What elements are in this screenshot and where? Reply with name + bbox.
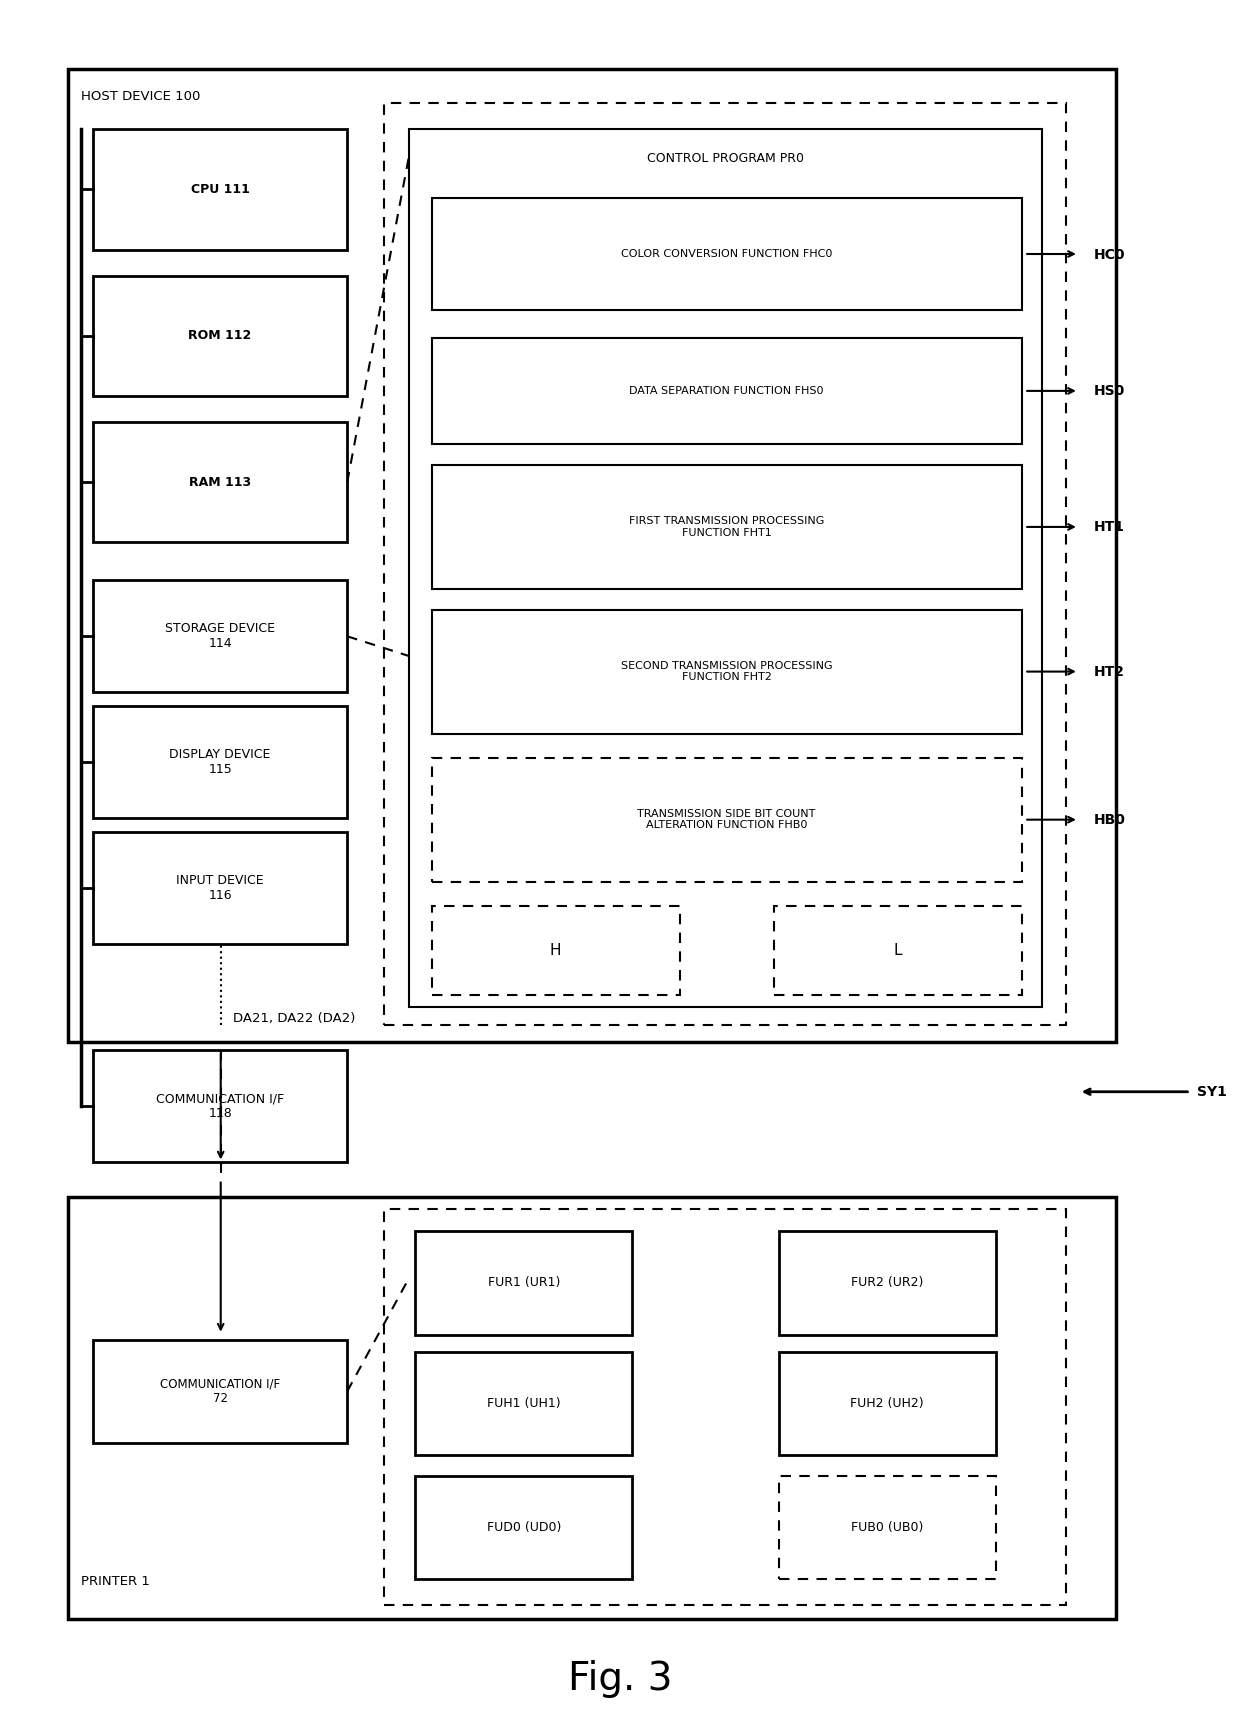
Text: HC0: HC0: [1094, 248, 1125, 262]
Text: CPU 111: CPU 111: [191, 183, 249, 196]
Text: FUR2 (UR2): FUR2 (UR2): [851, 1276, 924, 1290]
Text: CONTROL PROGRAM PR0: CONTROL PROGRAM PR0: [647, 152, 804, 165]
Text: DATA SEPARATION FUNCTION FHS0: DATA SEPARATION FUNCTION FHS0: [630, 386, 823, 396]
Text: DISPLAY DEVICE
115: DISPLAY DEVICE 115: [170, 747, 270, 777]
Bar: [93, 422, 347, 542]
Bar: [415, 1231, 632, 1335]
Text: DA21, DA22 (DA2): DA21, DA22 (DA2): [233, 1011, 356, 1025]
Text: FIRST TRANSMISSION PROCESSING
FUNCTION FHT1: FIRST TRANSMISSION PROCESSING FUNCTION F…: [629, 517, 825, 537]
Text: INPUT DEVICE
116: INPUT DEVICE 116: [176, 873, 264, 902]
Bar: [409, 129, 1042, 1007]
Bar: [384, 103, 1066, 1025]
Bar: [384, 1209, 1066, 1605]
Bar: [415, 1476, 632, 1579]
Bar: [93, 1050, 347, 1162]
Bar: [415, 1352, 632, 1455]
Bar: [779, 1476, 996, 1579]
Text: SECOND TRANSMISSION PROCESSING
FUNCTION FHT2: SECOND TRANSMISSION PROCESSING FUNCTION …: [621, 661, 832, 682]
Bar: [779, 1352, 996, 1455]
Text: ROM 112: ROM 112: [188, 329, 252, 343]
Bar: [432, 198, 1022, 310]
Text: COLOR CONVERSION FUNCTION FHC0: COLOR CONVERSION FUNCTION FHC0: [621, 250, 832, 258]
Text: SY1: SY1: [1197, 1085, 1226, 1099]
Bar: [68, 69, 1116, 1042]
Text: HT2: HT2: [1094, 665, 1125, 678]
Text: COMMUNICATION I/F
72: COMMUNICATION I/F 72: [160, 1378, 280, 1405]
Bar: [93, 1340, 347, 1443]
Bar: [93, 706, 347, 818]
Bar: [93, 580, 347, 692]
Text: FUH2 (UH2): FUH2 (UH2): [851, 1397, 924, 1410]
Text: Fig. 3: Fig. 3: [568, 1660, 672, 1698]
Text: FUB0 (UB0): FUB0 (UB0): [851, 1521, 924, 1534]
Bar: [774, 906, 1022, 995]
Bar: [93, 129, 347, 250]
Text: HB0: HB0: [1094, 813, 1126, 827]
Bar: [93, 276, 347, 396]
Bar: [779, 1231, 996, 1335]
Bar: [432, 758, 1022, 882]
Bar: [432, 610, 1022, 734]
Text: HT1: HT1: [1094, 520, 1125, 534]
Text: COMMUNICATION I/F
118: COMMUNICATION I/F 118: [156, 1092, 284, 1121]
Text: STORAGE DEVICE
114: STORAGE DEVICE 114: [165, 622, 275, 651]
Text: FUD0 (UD0): FUD0 (UD0): [487, 1521, 560, 1534]
Bar: [432, 906, 680, 995]
Text: L: L: [894, 944, 901, 957]
Bar: [432, 338, 1022, 444]
Text: FUH1 (UH1): FUH1 (UH1): [487, 1397, 560, 1410]
Bar: [68, 1197, 1116, 1619]
Bar: [432, 465, 1022, 589]
Bar: [93, 832, 347, 944]
Text: PRINTER 1: PRINTER 1: [81, 1574, 150, 1588]
Text: HOST DEVICE 100: HOST DEVICE 100: [81, 90, 200, 103]
Text: RAM 113: RAM 113: [188, 475, 252, 489]
Text: HS0: HS0: [1094, 384, 1125, 398]
Text: H: H: [549, 944, 562, 957]
Text: TRANSMISSION SIDE BIT COUNT
ALTERATION FUNCTION FHB0: TRANSMISSION SIDE BIT COUNT ALTERATION F…: [637, 809, 816, 830]
Text: FUR1 (UR1): FUR1 (UR1): [487, 1276, 560, 1290]
